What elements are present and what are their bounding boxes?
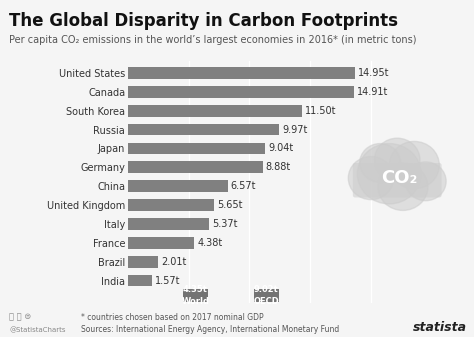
Bar <box>128 275 152 286</box>
Text: 14.95t: 14.95t <box>358 68 389 78</box>
Text: 9.04t: 9.04t <box>268 144 293 153</box>
Text: 6.57t: 6.57t <box>231 181 256 191</box>
Text: ⓒ ⓘ ⊜: ⓒ ⓘ ⊜ <box>9 313 32 322</box>
Text: Sources: International Energy Agency, International Monetary Fund: Sources: International Energy Agency, In… <box>81 325 339 334</box>
Bar <box>128 143 265 154</box>
Text: 5.65t: 5.65t <box>217 200 242 210</box>
Text: 14.91t: 14.91t <box>357 87 389 97</box>
Bar <box>128 67 355 79</box>
Text: 4.35t
World: 4.35t World <box>182 285 210 306</box>
Text: 9.02t
OECD: 9.02t OECD <box>254 285 279 306</box>
Bar <box>128 180 228 192</box>
Circle shape <box>374 138 420 181</box>
Text: 5.37t: 5.37t <box>212 219 238 229</box>
Text: 11.50t: 11.50t <box>305 106 337 116</box>
Circle shape <box>389 142 439 189</box>
Bar <box>128 218 210 230</box>
Circle shape <box>357 144 421 204</box>
Text: statista: statista <box>413 320 467 334</box>
Bar <box>128 124 279 135</box>
Text: CO₂: CO₂ <box>381 169 418 187</box>
Circle shape <box>360 144 401 182</box>
Text: 8.88t: 8.88t <box>266 162 291 172</box>
Circle shape <box>378 163 428 210</box>
Text: 2.01t: 2.01t <box>162 257 187 267</box>
Circle shape <box>405 162 446 201</box>
Text: 9.97t: 9.97t <box>282 125 308 134</box>
Text: 1.57t: 1.57t <box>155 276 180 286</box>
Bar <box>128 161 263 173</box>
Text: The Global Disparity in Carbon Footprints: The Global Disparity in Carbon Footprint… <box>9 12 399 30</box>
Bar <box>128 199 214 211</box>
Text: * countries chosen based on 2017 nominal GDP: * countries chosen based on 2017 nominal… <box>81 313 263 322</box>
Circle shape <box>348 156 394 200</box>
Bar <box>128 237 194 249</box>
Bar <box>128 105 302 117</box>
Text: Per capita CO₂ emissions in the world’s largest economies in 2016* (in metric to: Per capita CO₂ emissions in the world’s … <box>9 35 417 45</box>
FancyBboxPatch shape <box>353 163 442 197</box>
Text: @StatistaCharts: @StatistaCharts <box>9 327 66 334</box>
Bar <box>128 256 158 268</box>
FancyBboxPatch shape <box>183 288 208 302</box>
Bar <box>128 86 354 98</box>
Text: 4.38t: 4.38t <box>198 238 223 248</box>
FancyBboxPatch shape <box>254 288 279 302</box>
